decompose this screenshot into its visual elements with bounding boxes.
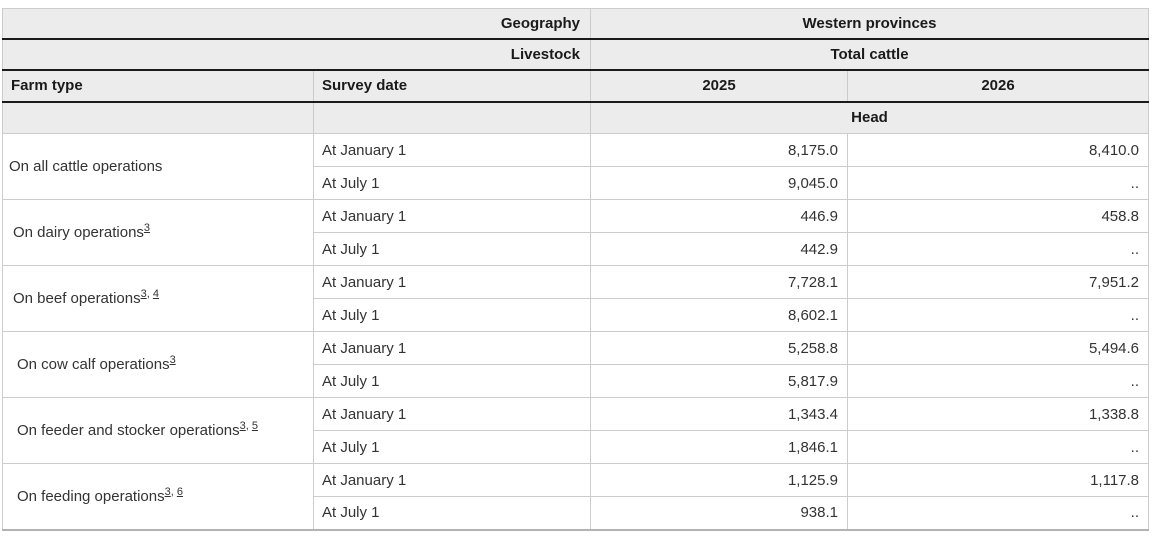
footnote-3-link[interactable]: 3 xyxy=(164,485,171,498)
survey-date-cell: At January 1 xyxy=(313,331,591,365)
value-cell-2026: 5,494.6 xyxy=(846,331,1150,365)
table-row: On all cattle operations At January 1 8,17… xyxy=(2,133,1150,200)
survey-date-cell: At July 1 xyxy=(313,232,591,266)
farm-type-label: On beef operations xyxy=(13,290,141,307)
table-row: At July 1 5,817.9.. xyxy=(3,364,1150,398)
table-row: On cow calf operations3 At January 1 5,258… xyxy=(2,331,1150,398)
value-cell-2025: 5,258.8 xyxy=(590,331,848,365)
value-cell-2025: 1,846.1 xyxy=(590,430,848,464)
value-cell-2026: .. xyxy=(846,232,1150,266)
footnote-3-link[interactable]: 3 xyxy=(140,288,147,300)
footnote-marks: 3 xyxy=(170,354,176,366)
survey-date-header-cell: Survey date xyxy=(313,69,591,103)
farm-type-label: On feeder and stocker operations xyxy=(17,422,240,439)
footnote-marks: 3, 5 xyxy=(239,420,259,432)
footnote-4-link[interactable]: 4 xyxy=(152,288,159,300)
table-row: At July 1 442.9.. xyxy=(3,232,1150,266)
farm-type-label: On dairy operations xyxy=(13,224,144,241)
livestock-label-cell: Livestock xyxy=(2,38,591,71)
year-2025-header-cell: 2025 xyxy=(590,69,848,103)
footnote-3-link[interactable]: 3 xyxy=(169,354,176,366)
farm-type-label: On cow calf operations xyxy=(17,356,170,373)
livestock-header-row: Livestock Total cattle xyxy=(2,38,1150,71)
footnote-marks: 3 xyxy=(144,222,150,234)
survey-date-cell: At January 1 xyxy=(313,199,591,233)
farm-type-cell: On feeding operations3, 6 xyxy=(2,463,314,530)
value-cell-2026: 1,338.8 xyxy=(846,397,1150,431)
value-cell-2026: .. xyxy=(846,430,1150,464)
survey-date-cell: At July 1 xyxy=(313,364,591,398)
farm-type-label: On feeding operations xyxy=(17,487,165,505)
survey-date-cell: At July 1 xyxy=(313,430,591,464)
table-row: On feeder and stocker operations3, 5 At J… xyxy=(2,397,1150,464)
value-cell-2026: 7,951.2 xyxy=(846,265,1150,299)
table-row: On feeding operations3, 6 At January 1 1,1… xyxy=(2,463,1150,530)
value-cell-2026: .. xyxy=(846,298,1150,332)
empty-survey-date-cell xyxy=(313,101,591,134)
value-cell-2025: 8,175.0 xyxy=(590,133,848,167)
year-2026-header-cell: 2026 xyxy=(846,69,1150,103)
table-header: Geography Western provinces Livestock To… xyxy=(2,8,1150,134)
value-cell-2025: 1,125.9 xyxy=(590,463,848,497)
value-cell-2026: 458.8 xyxy=(846,199,1150,233)
unit-header-cell: Head xyxy=(589,101,1150,134)
farm-type-cell: On cow calf operations3 xyxy=(2,331,314,398)
survey-date-cell: At January 1 xyxy=(313,397,591,431)
value-cell-2026: .. xyxy=(846,496,1150,530)
farm-type-cell: On all cattle operations xyxy=(2,133,314,200)
footnote-marks: 3, 6 xyxy=(164,485,183,498)
footnote-3-link[interactable]: 3 xyxy=(239,420,246,432)
empty-farm-type-cell xyxy=(2,101,314,134)
survey-date-cell: At July 1 xyxy=(313,496,591,530)
table-row: At July 1 1,846.1.. xyxy=(3,430,1150,464)
farm-type-cell: On beef operations3, 4 xyxy=(2,265,314,332)
footnote-6-link[interactable]: 6 xyxy=(176,485,183,498)
livestock-value-cell: Total cattle xyxy=(589,38,1150,71)
farm-type-cell: On dairy operations3 xyxy=(2,199,314,266)
table-row: At July 1 9,045.0.. xyxy=(3,166,1150,200)
footnote-3-link[interactable]: 3 xyxy=(143,222,151,234)
footnote-5-link[interactable]: 5 xyxy=(251,420,259,432)
survey-date-cell: At January 1 xyxy=(313,265,591,299)
table-row: At July 1 938.1.. xyxy=(3,496,1150,530)
table-body: On all cattle operations At January 1 8,17… xyxy=(2,133,1150,530)
cattle-statistics-table: Geography Western provinces Livestock To… xyxy=(2,8,1150,531)
geography-header-row: Geography Western provinces xyxy=(2,8,1150,40)
survey-date-cell: At July 1 xyxy=(313,298,591,332)
value-cell-2025: 9,045.0 xyxy=(590,166,848,200)
value-cell-2026: .. xyxy=(846,166,1150,200)
value-cell-2026: 8,410.0 xyxy=(846,133,1150,167)
geography-value-cell: Western provinces xyxy=(589,8,1150,40)
value-cell-2025: 446.9 xyxy=(590,199,848,233)
farm-type-cell: On feeder and stocker operations3, 5 xyxy=(2,397,314,464)
table-row: At July 1 8,602.1.. xyxy=(3,298,1150,332)
value-cell-2026: 1,117.8 xyxy=(846,463,1150,497)
survey-date-cell: At January 1 xyxy=(313,463,591,497)
column-header-row: Farm type Survey date 2025 2026 xyxy=(2,69,1150,103)
table-row: On dairy operations3 At January 1 446.9 458… xyxy=(2,199,1150,266)
value-cell-2025: 1,343.4 xyxy=(590,397,848,431)
farm-type-label: On all cattle operations xyxy=(9,158,163,175)
value-cell-2025: 8,602.1 xyxy=(590,298,848,332)
table-row: On beef operations3, 4 At January 1 7,728.… xyxy=(2,265,1150,332)
footnote-marks: 3, 4 xyxy=(140,288,159,300)
farm-type-header-cell: Farm type xyxy=(2,69,314,103)
value-cell-2025: 5,817.9 xyxy=(590,364,848,398)
value-cell-2025: 938.1 xyxy=(590,496,848,530)
value-cell-2025: 442.9 xyxy=(590,232,848,266)
value-cell-2025: 7,728.1 xyxy=(590,265,848,299)
survey-date-cell: At January 1 xyxy=(313,133,591,167)
survey-date-cell: At July 1 xyxy=(313,166,591,200)
geography-label-cell: Geography xyxy=(2,8,591,40)
unit-header-row: Head xyxy=(2,101,1150,134)
value-cell-2026: .. xyxy=(846,364,1150,398)
